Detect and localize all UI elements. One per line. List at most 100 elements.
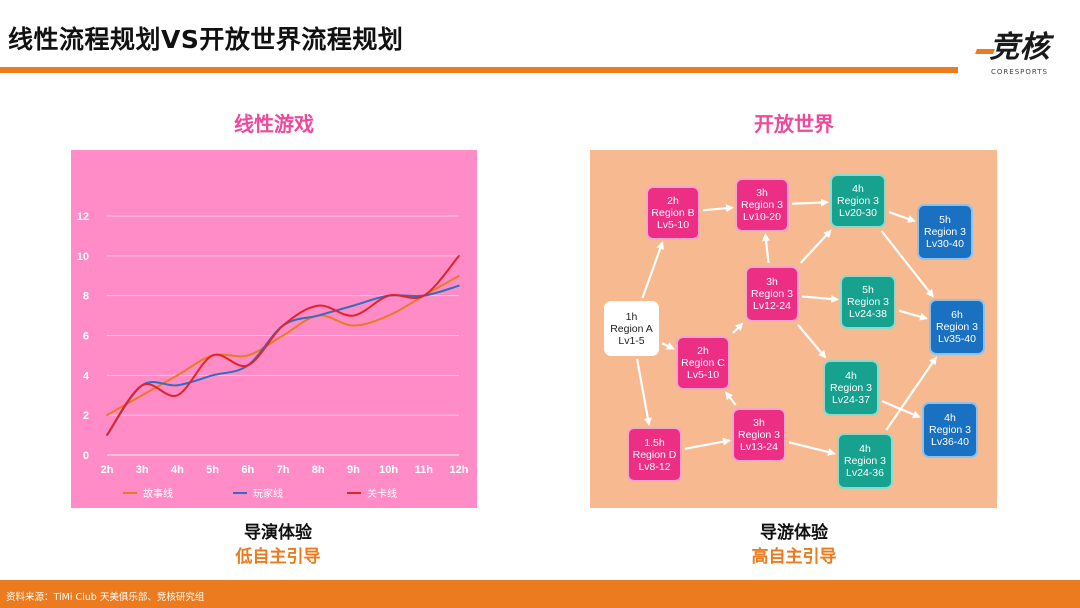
series-1-point	[387, 314, 390, 317]
node-time: 5h	[939, 214, 951, 226]
node-region: Region B	[651, 207, 695, 219]
node-region: Region A	[610, 322, 653, 335]
flow-arrow	[788, 441, 836, 456]
series-line-2	[106, 284, 460, 436]
flow-arrow	[898, 309, 928, 321]
flow-arrow	[725, 391, 737, 406]
series-2-point	[458, 284, 460, 287]
node-time: 6h	[951, 309, 963, 321]
node-region: Region D	[632, 448, 677, 461]
y-tick-label: 8	[83, 291, 89, 303]
y-tick-label: 0	[83, 450, 89, 462]
series-1-point	[352, 324, 355, 327]
node-time: 4h	[859, 443, 871, 455]
x-tick-label: 9h	[347, 464, 360, 476]
open-world-panel-title: 开放世界	[754, 112, 834, 136]
region-node: 2h Region B Lv5-10	[646, 186, 700, 240]
node-region: Region 3	[829, 382, 873, 394]
node-level: Lv24-38	[849, 308, 887, 320]
series-line-3	[106, 255, 460, 436]
linear-panel-title: 线性游戏	[234, 112, 314, 136]
node-region: Region 3	[750, 288, 794, 300]
node-region: Region 3	[846, 296, 890, 308]
legend-label: 玩家线	[253, 487, 283, 500]
y-tick-label: 4	[83, 370, 90, 382]
legend-label: 关卡线	[367, 487, 397, 500]
series-1-point	[106, 414, 108, 416]
linear-caption-primary: 导演体验	[244, 523, 312, 543]
series-1-point	[247, 354, 249, 357]
node-level: Lv5-10	[656, 219, 690, 231]
node-time: 3h	[756, 187, 768, 199]
series-3-point	[423, 294, 425, 297]
flow-arrow	[888, 211, 916, 223]
node-time: 2h	[667, 195, 679, 207]
series-3-point	[247, 364, 249, 367]
series-2-point	[176, 384, 179, 387]
x-tick-label: 4h	[171, 464, 184, 476]
node-level: Lv30-40	[926, 238, 964, 250]
flow-arrow	[799, 229, 832, 264]
region-node: 5h Region 3 Lv30-40	[917, 204, 973, 260]
page-title: 线性流程规划VS开放世界流程规划	[8, 25, 404, 54]
node-level: Lv5-10	[686, 369, 720, 381]
region-node: 3h Region 3 Lv10-20	[735, 178, 789, 232]
logo-text: 竞核	[989, 30, 1050, 65]
open-world-caption-secondary: 高自主引导	[751, 547, 837, 567]
series-3-point	[282, 324, 284, 327]
node-region: Region 3	[836, 195, 880, 207]
flow-arrow	[641, 241, 664, 299]
region-node: 1.5h Region D Lv8-12	[627, 427, 682, 482]
logo-subtext: CORESPORTS	[991, 68, 1048, 76]
x-tick-label: 10h	[379, 464, 398, 476]
x-tick-label: 5h	[206, 464, 219, 476]
series-3-point	[106, 434, 108, 436]
open-world-caption-primary: 导游体验	[760, 523, 828, 543]
node-level: Lv10-20	[743, 211, 781, 223]
node-time: 1h	[625, 310, 638, 323]
region-node: 3h Region 3 Lv13-24	[732, 408, 786, 462]
node-region: Region 3	[737, 429, 781, 441]
flow-arrow	[791, 198, 829, 207]
series-1-point	[176, 374, 179, 377]
region-node: 5h Region 3 Lv24-38	[840, 275, 896, 329]
y-tick-label: 6	[83, 331, 89, 343]
node-level: Lv24-37	[832, 394, 870, 406]
flow-arrow	[801, 294, 839, 303]
region-node: 4h Region 3 Lv24-37	[823, 360, 879, 416]
node-region: Region C	[681, 357, 725, 369]
y-tick-label: 10	[77, 251, 89, 263]
y-tick-label: 2	[83, 410, 89, 422]
node-level: Lv36-40	[931, 436, 969, 448]
region-flow-map: 1h Region A Lv1-5 2h Region B Lv5-10 2h Region …	[590, 150, 997, 508]
flow-arrows	[635, 198, 937, 456]
x-tick-label: 8h	[312, 464, 325, 476]
region-node: 4h Region 3 Lv20-30	[830, 174, 886, 228]
series-1-point	[282, 334, 284, 337]
region-node: 1h Region A Lv1-5	[604, 301, 659, 356]
node-time: 4h	[944, 412, 956, 424]
source-note: 资料来源：TiMi Club 天美俱乐部、竞核研究组	[6, 592, 205, 603]
x-tick-label: 2h	[101, 464, 114, 476]
node-region: Region 3	[928, 424, 972, 436]
logo-accent	[975, 49, 995, 54]
region-node: 2h Region C Lv5-10	[676, 336, 730, 390]
footer-bar: 资料来源：TiMi Club 天美俱乐部、竞核研究组	[0, 580, 1080, 608]
flow-arrow	[732, 322, 744, 334]
region-node: 4h Region 3 Lv36-40	[922, 402, 978, 458]
node-level: Lv12-24	[753, 300, 791, 312]
flow-arrow	[702, 204, 734, 213]
series-3-point	[176, 394, 179, 397]
flow-arrow	[762, 233, 771, 264]
node-level: Lv24-36	[846, 467, 884, 479]
linear-caption-secondary: 低自主引导	[235, 547, 321, 567]
region-node: 3h Region 3 Lv12-24	[745, 266, 799, 322]
line-chart: 0 2 4 6 8 10 12 2h 3h 4h 5h 6h 7h 8h 9h 10h 11h 12h 故事线 玩家线…	[77, 211, 469, 500]
region-node: 4h Region 3 Lv24-36	[837, 433, 893, 489]
node-time: 4h	[852, 183, 864, 195]
node-time: 5h	[862, 284, 874, 296]
node-level: Lv8-12	[638, 460, 671, 473]
node-level: Lv35-40	[938, 333, 976, 345]
node-time: 4h	[845, 370, 857, 382]
x-tick-label: 3h	[136, 464, 149, 476]
